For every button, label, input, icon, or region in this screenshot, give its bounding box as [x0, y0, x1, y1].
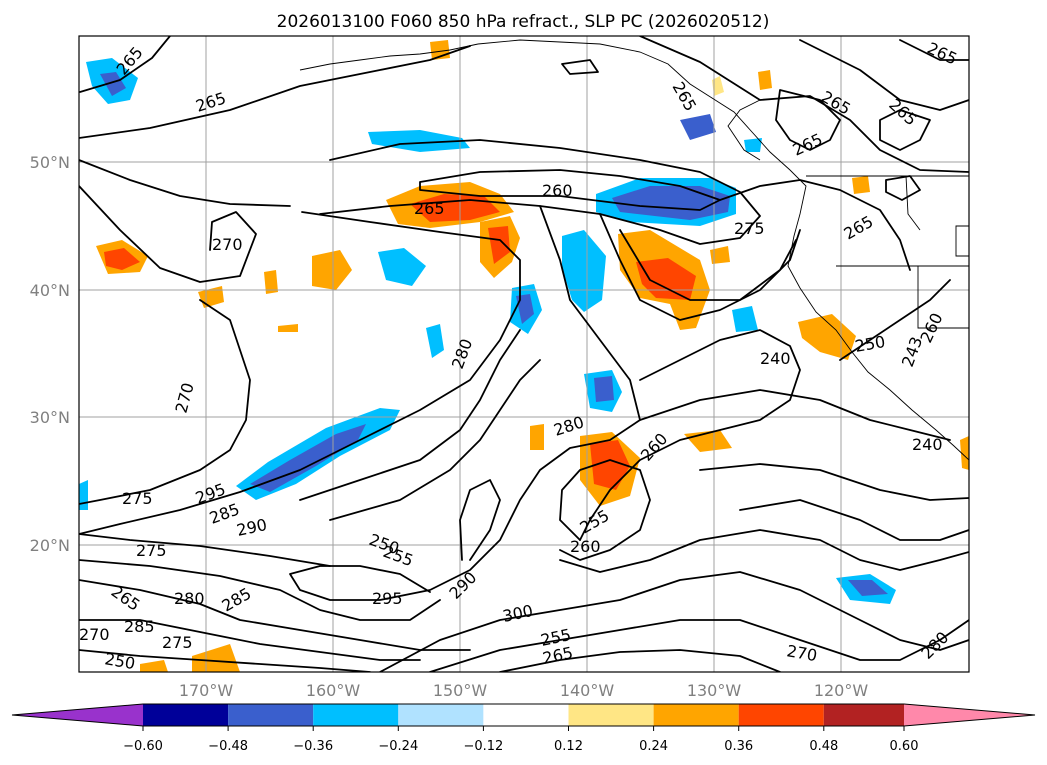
lat-label-20n: 20°N	[30, 536, 70, 555]
colorbar-tick-label: 0.48	[809, 739, 838, 754]
colorbar-swatch	[483, 704, 569, 726]
longitude-labels: 170°W 160°W 150°W 140°W 130°W 120°W	[179, 681, 869, 700]
lat-label-40n: 40°N	[30, 281, 70, 300]
lon-label-120w: 120°W	[814, 681, 869, 700]
latitude-labels: 50°N 40°N 30°N 20°N	[30, 153, 70, 555]
colorbar-swatch	[228, 704, 314, 726]
lon-label-130w: 130°W	[687, 681, 742, 700]
colorbar-swatch	[568, 704, 654, 726]
contour-label: 240	[912, 435, 943, 454]
contour-label: 270	[212, 235, 243, 254]
contour-label: 295	[372, 589, 403, 608]
colorbar-right-extension	[904, 704, 1035, 726]
contour-label: 240	[760, 349, 791, 368]
colorbar-ticks	[142, 726, 905, 731]
colorbar-swatch	[653, 704, 739, 726]
contour-lines	[79, 36, 969, 672]
colorbar-tick-label: −0.12	[463, 739, 503, 754]
contour-label: 270	[79, 625, 110, 644]
colorbar-tick-label: −0.36	[293, 739, 333, 754]
colorbar-tick-label: 0.24	[639, 739, 668, 754]
contour-label: 275	[162, 633, 193, 652]
lon-label-150w: 150°W	[433, 681, 488, 700]
lat-label-30n: 30°N	[30, 408, 70, 427]
contour-label: 275	[136, 541, 167, 560]
colorbar-tick-label: −0.60	[123, 739, 163, 754]
figure-title: 2026013100 F060 850 hPa refract., SLP PC…	[277, 12, 770, 32]
colorbar-swatch	[398, 704, 484, 726]
colorbar-tick-label: 0.12	[554, 739, 583, 754]
lon-label-170w: 170°W	[179, 681, 234, 700]
colorbar-tick-label: −0.24	[378, 739, 418, 754]
contour-label: 265	[414, 199, 445, 218]
contour-label: 275	[734, 219, 765, 238]
colorbar-tick-labels: −0.60 −0.48 −0.36 −0.24 −0.12 0.12 0.24 …	[123, 739, 918, 754]
colorbar-tick-label: 0.36	[724, 739, 753, 754]
colorbar: −0.60 −0.48 −0.36 −0.24 −0.12 0.12 0.24 …	[11, 703, 1036, 754]
map-panel: 265 265 265 265 265 265 265 260 265 270 …	[78, 35, 970, 673]
colorbar-left-extension	[12, 704, 143, 726]
shading-layer	[79, 40, 969, 672]
lon-label-160w: 160°W	[306, 681, 361, 700]
contour-label: 260	[542, 181, 573, 200]
colorbar-tick-label: 0.60	[890, 739, 919, 754]
contour-label: 250	[103, 649, 136, 673]
contour-label: 260	[570, 537, 601, 556]
colorbar-tick-label: −0.48	[208, 739, 248, 754]
colorbar-swatch	[143, 704, 229, 726]
lon-label-140w: 140°W	[560, 681, 615, 700]
colorbar-swatch	[313, 704, 399, 726]
coastlines	[299, 39, 969, 461]
lat-label-50n: 50°N	[30, 153, 70, 172]
colorbar-swatch	[823, 704, 904, 726]
contour-label: 285	[124, 617, 155, 636]
colorbar-swatch	[738, 704, 824, 726]
contour-label: 280	[174, 589, 205, 608]
contour-label: 275	[122, 489, 153, 508]
map-frame	[78, 35, 970, 673]
